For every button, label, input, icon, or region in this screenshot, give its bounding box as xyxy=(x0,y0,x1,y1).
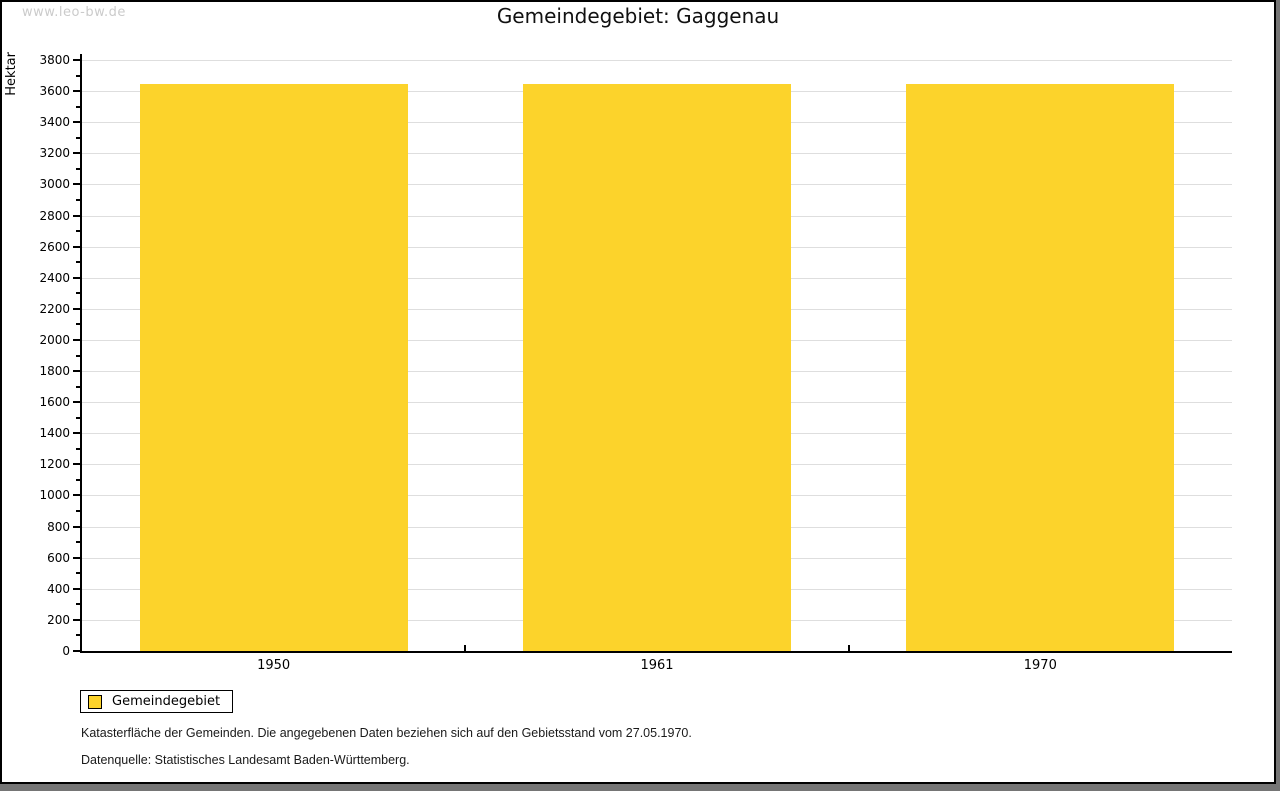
y-tick-major xyxy=(73,90,80,93)
y-tick-label: 1400 xyxy=(39,426,70,441)
y-tick-label: 3200 xyxy=(39,146,70,161)
y-tick-major xyxy=(73,59,80,61)
watermark: www.leo-bw.de xyxy=(22,5,126,20)
y-tick-major xyxy=(73,121,80,124)
x-tick-label: 1950 xyxy=(257,658,291,673)
y-tick-minor xyxy=(76,198,80,201)
y-tick-minor xyxy=(76,510,80,513)
y-tick-minor xyxy=(76,261,80,264)
y-tick-label: 200 xyxy=(47,612,70,627)
bar xyxy=(906,84,1175,651)
y-tick-label: 3800 xyxy=(39,53,70,67)
bar xyxy=(139,84,408,651)
y-tick-minor xyxy=(76,385,80,388)
footnote-data-source: Datenquelle: Statistisches Landesamt Bad… xyxy=(81,753,410,767)
y-tick-minor xyxy=(76,603,80,606)
y-tick-major xyxy=(73,650,80,652)
y-tick-minor xyxy=(76,136,80,139)
y-tick-major xyxy=(73,152,80,155)
y-tick-major xyxy=(73,494,80,497)
footnote-source-note: Katasterfläche der Gemeinden. Die angege… xyxy=(81,726,692,740)
chart-title: Gemeindegebiet: Gaggenau xyxy=(496,4,780,28)
y-tick-label: 1000 xyxy=(39,488,70,503)
y-tick-label: 2200 xyxy=(39,301,70,316)
y-tick-major xyxy=(73,214,80,217)
y-tick-major xyxy=(73,338,80,341)
y-tick-label: 600 xyxy=(47,550,70,565)
y-tick-label: 3000 xyxy=(39,177,70,192)
y-tick-major xyxy=(73,370,80,373)
y-tick-minor xyxy=(76,323,80,326)
y-tick-major xyxy=(73,307,80,310)
gridline xyxy=(82,60,1232,61)
y-tick-major xyxy=(73,183,80,186)
legend-swatch xyxy=(88,694,102,709)
x-category-tick xyxy=(464,645,467,651)
y-tick-minor xyxy=(76,292,80,295)
y-tick-major xyxy=(73,556,80,559)
y-tick-major xyxy=(73,463,80,466)
y-tick-minor xyxy=(76,105,80,108)
y-tick-label: 400 xyxy=(47,581,70,596)
plot-area: 0 200 400 600 800 1000 1200 1400 1600 1800 2000 220… xyxy=(39,53,1232,673)
y-tick-label: 1200 xyxy=(39,457,70,472)
y-tick-major xyxy=(73,276,80,279)
y-tick-minor xyxy=(76,478,80,481)
y-tick-label: 2800 xyxy=(39,208,70,223)
x-axis-line xyxy=(80,651,1232,653)
y-tick-major xyxy=(73,432,80,435)
x-tick-label: 1961 xyxy=(640,658,674,673)
y-tick-minor xyxy=(76,416,80,419)
y-tick-label: 1800 xyxy=(39,364,70,379)
y-tick-minor xyxy=(76,447,80,450)
x-category-tick xyxy=(847,645,850,651)
y-tick-minor xyxy=(76,167,80,170)
y-tick-major xyxy=(73,245,80,248)
bar xyxy=(523,84,791,651)
y-tick-minor xyxy=(76,572,80,575)
y-tick-major xyxy=(73,618,80,621)
y-axis-title: Hektar xyxy=(4,52,19,96)
y-tick-label: 2400 xyxy=(39,270,70,285)
y-tick-label: 3600 xyxy=(39,84,70,99)
y-tick-minor xyxy=(76,74,80,77)
y-tick-major xyxy=(73,401,80,404)
y-tick-label: 800 xyxy=(47,519,70,534)
y-tick-label: 1600 xyxy=(39,395,70,410)
y-tick-label: 2000 xyxy=(39,332,70,347)
x-tick-label: 1970 xyxy=(1023,658,1057,673)
y-tick-minor xyxy=(76,354,80,357)
y-tick-minor xyxy=(76,541,80,544)
y-tick-label: 2600 xyxy=(39,239,70,254)
y-tick-label: 0 xyxy=(62,644,70,658)
y-tick-minor xyxy=(76,230,80,233)
y-tick-minor xyxy=(76,634,80,637)
y-tick-label: 3400 xyxy=(39,115,70,130)
y-tick-major xyxy=(73,525,80,528)
y-axis-line xyxy=(80,54,82,653)
legend: Gemeindegebiet xyxy=(80,690,234,713)
y-tick-major xyxy=(73,587,80,590)
legend-label: Gemeindegebiet xyxy=(112,694,221,709)
